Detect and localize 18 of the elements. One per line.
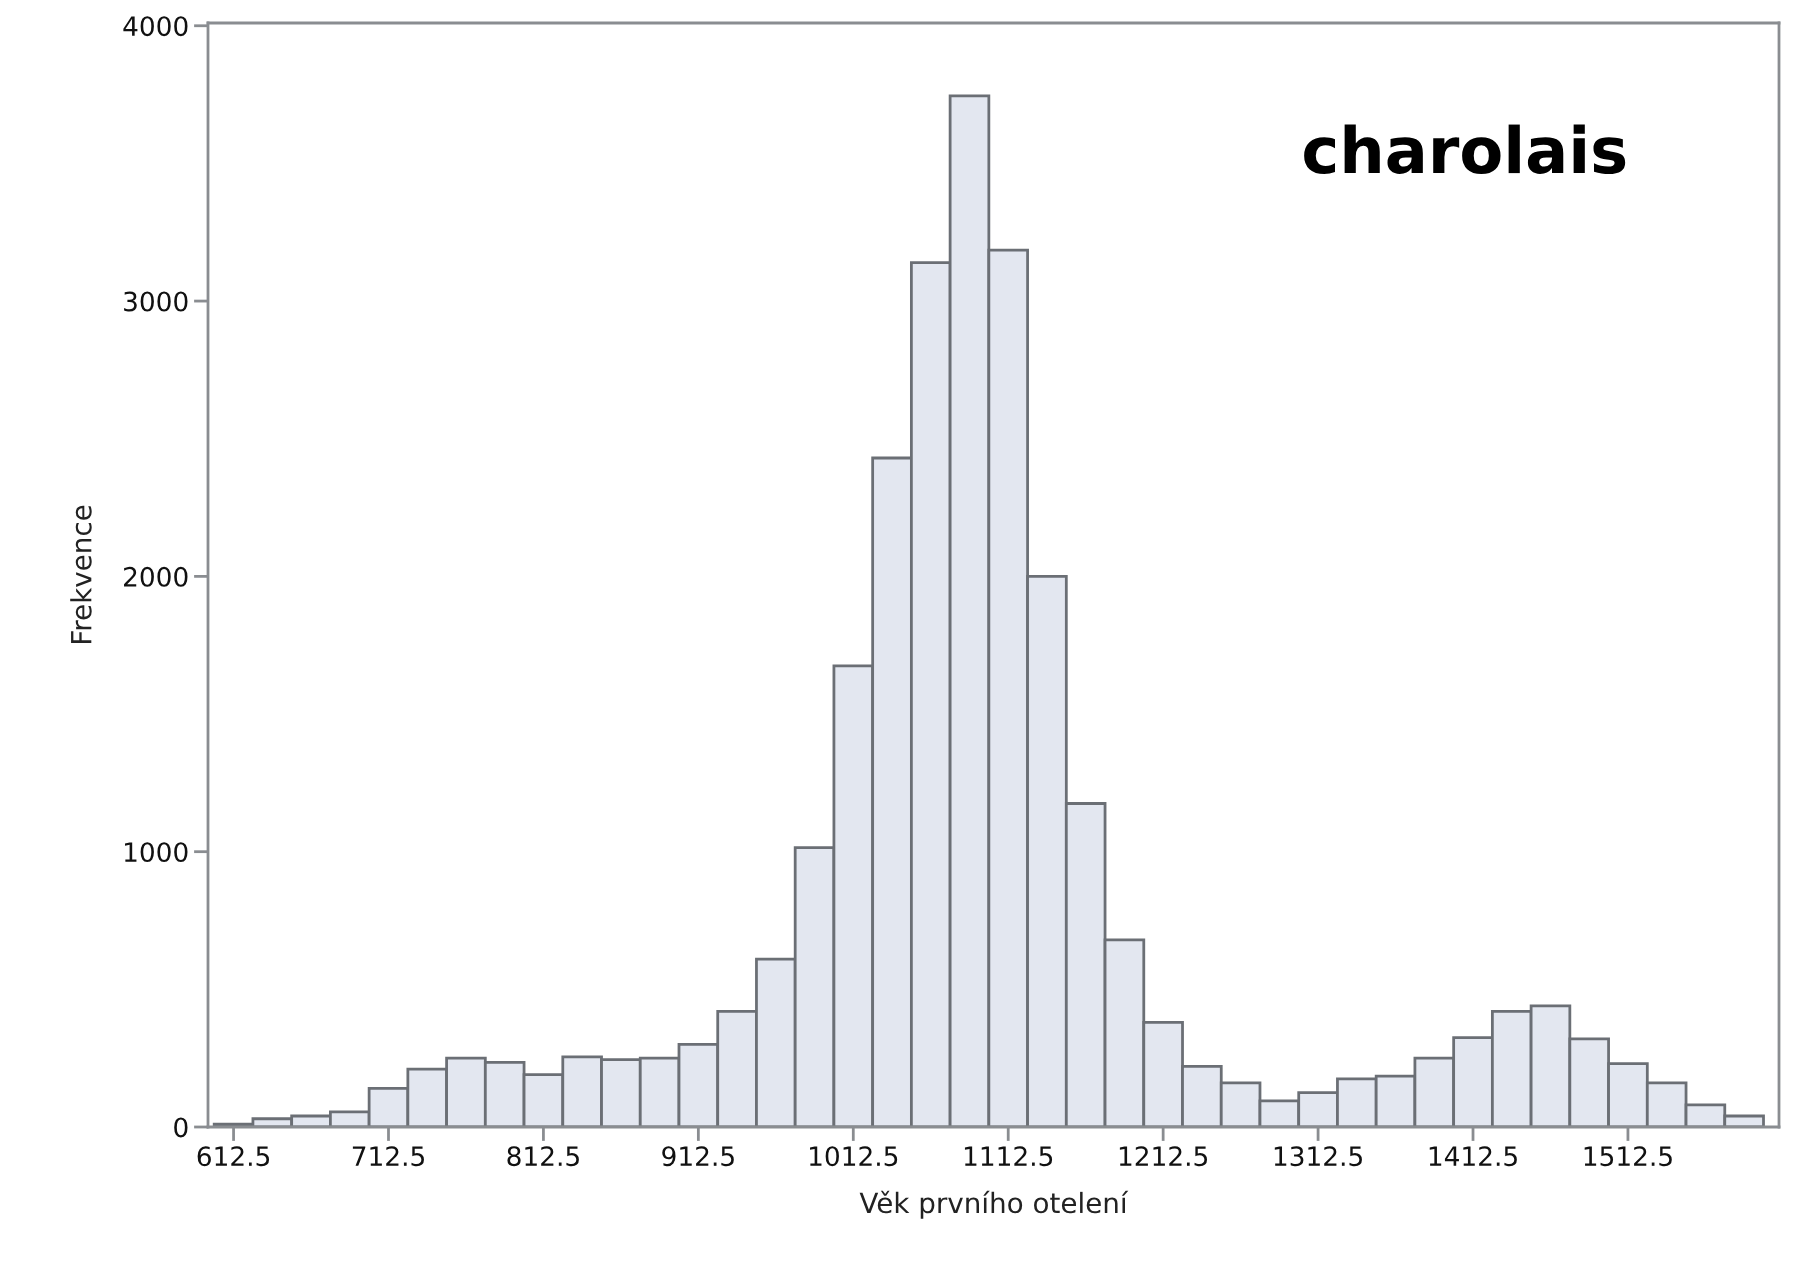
annotation: charolais	[1304, 124, 1626, 175]
y-tick-label: 2000	[124, 566, 188, 587]
x-axis-title: Věk prvního otelení	[859, 1190, 1129, 1219]
x-tick-label: 1012.5	[810, 1146, 898, 1167]
x-tick-label: 1512.5	[1584, 1146, 1672, 1167]
x-tick-label: 812.5	[507, 1146, 579, 1167]
x-tick-label: 1112.5	[964, 1146, 1053, 1167]
x-tick-label: 912.5	[662, 1146, 734, 1167]
y-tick-label: 1000	[124, 842, 188, 863]
x-tick-label: 612.5	[197, 1146, 270, 1167]
x-tick-label: 712.5	[352, 1146, 424, 1167]
x-tick-label: 1212.5	[1119, 1146, 1208, 1167]
x-tick-label: 1312.5	[1274, 1146, 1362, 1167]
y-tick-label: 3000	[124, 291, 188, 312]
y-axis-title: Frekvence	[70, 505, 92, 643]
x-tick-label: 1412.5	[1429, 1146, 1517, 1167]
y-tick-label: 0	[174, 1117, 188, 1138]
y-tick-label: 4000	[123, 16, 188, 37]
